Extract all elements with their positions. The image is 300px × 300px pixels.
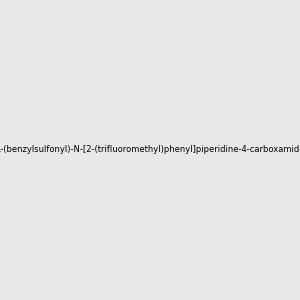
Text: 1-(benzylsulfonyl)-N-[2-(trifluoromethyl)phenyl]piperidine-4-carboxamide: 1-(benzylsulfonyl)-N-[2-(trifluoromethyl… <box>0 146 300 154</box>
